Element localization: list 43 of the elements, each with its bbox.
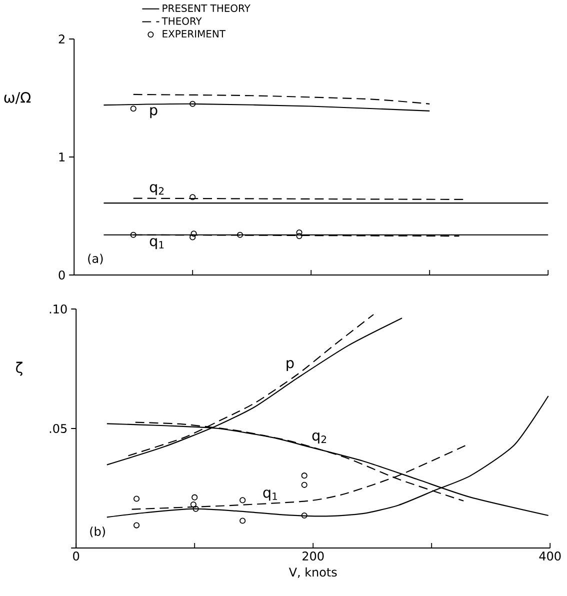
legend-label: EXPERIMENT [162,30,226,38]
point [190,234,196,240]
point [190,100,196,107]
x-tick-label: 200 [302,552,324,561]
y-axis-title: ζ [16,362,22,376]
point [301,512,308,519]
legend-label: THEORY [162,17,202,25]
y-tick-label: .05 [50,424,67,434]
annotation: q$_{1}$ [150,238,164,250]
point [296,233,302,240]
y-axis-title: ω/Ω [4,92,31,104]
point [133,522,140,528]
y-tick-label: 1 [59,152,64,162]
point [240,497,246,504]
y-tick-label: .10 [50,304,67,314]
y-tick-label: 0 [58,270,65,280]
point [190,230,197,237]
point [296,229,302,236]
x-tick-label: 400 [539,552,561,561]
annotation: q$_{1}$ [263,490,277,501]
point [192,494,198,500]
point [133,496,140,502]
annotation: (b) [90,526,105,538]
line-series [106,395,549,518]
legend-label: PRESENT THEORY [162,4,250,12]
annotation: q$_{2}$ [312,432,326,444]
annotation: (a) [88,254,103,264]
point [301,472,308,479]
point [190,194,196,200]
x-tick-label: 0 [73,552,80,561]
annotation: p [286,360,294,372]
point [130,106,136,112]
point [192,506,199,512]
point [190,501,196,508]
annotation: q$_{2}$ [150,184,164,196]
annotation: p [150,107,158,118]
y-tick-label: 2 [58,34,64,44]
x-axis-title: V, knots [288,567,337,578]
point [301,482,308,488]
line-series [132,94,430,104]
point [236,232,243,238]
point [240,518,246,524]
point [130,232,136,238]
